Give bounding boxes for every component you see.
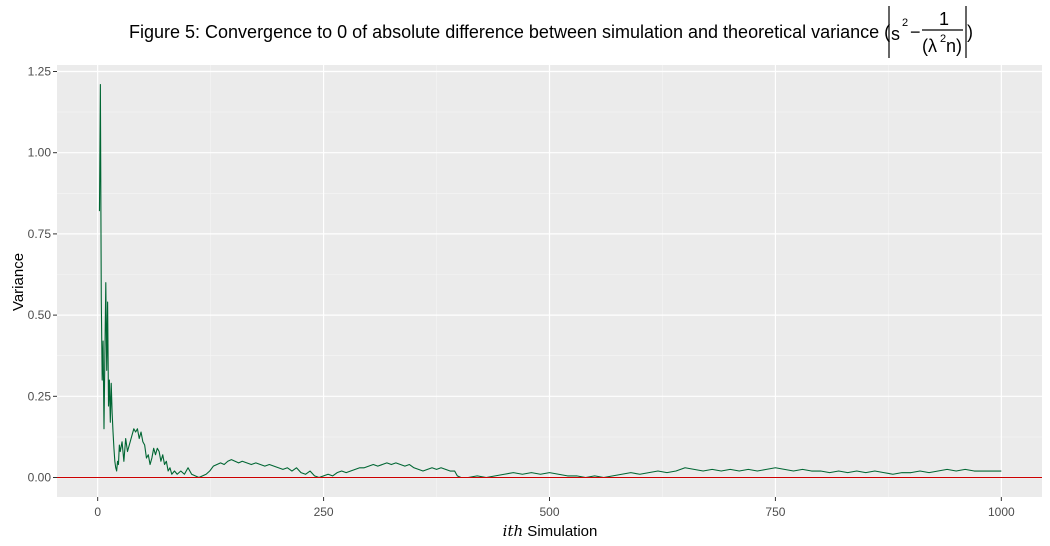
variance-difference-line [98,83,1002,479]
major-gridlines [57,65,1042,497]
x-axis-title: ith Simulation [503,522,598,540]
y-axis-title: Variance [10,253,27,311]
title-minus: − [910,22,921,42]
x-axis-title-rest: Simulation [523,523,597,540]
x-axis: 0 250 500 750 1000 [94,497,1015,519]
y-tick-label: 0.00 [28,471,52,485]
x-tick-label: 1000 [988,505,1015,519]
chart-title-suffix: ) [967,22,973,42]
chart-title: Figure 5: Convergence to 0 of absolute d… [129,6,973,58]
title-s-exponent: 2 [902,17,908,29]
title-s: s [891,24,900,44]
x-tick-label: 250 [314,505,334,519]
chart-title-prefix: Figure 5: Convergence to 0 of absolute d… [129,22,890,42]
x-axis-title-italic: ith [503,522,524,540]
x-tick-label: 500 [539,505,559,519]
x-tick-label: 750 [765,505,785,519]
title-fraction-den-exponent: 2 [940,33,946,45]
y-tick-label: 0.25 [28,389,52,403]
y-tick-label: 1.00 [28,146,52,160]
x-tick-label: 0 [94,505,101,519]
y-tick-label: 0.50 [28,308,52,322]
y-tick-label: 0.75 [28,227,52,241]
series-layer [98,83,1002,479]
y-tick-label: 1.25 [28,64,52,78]
title-fraction-den-close: n) [946,36,962,56]
y-axis: 0.00 0.25 0.50 0.75 1.00 1.25 [28,64,57,485]
title-fraction-numerator: 1 [939,9,949,29]
title-fraction-den-open: (λ [922,36,937,56]
